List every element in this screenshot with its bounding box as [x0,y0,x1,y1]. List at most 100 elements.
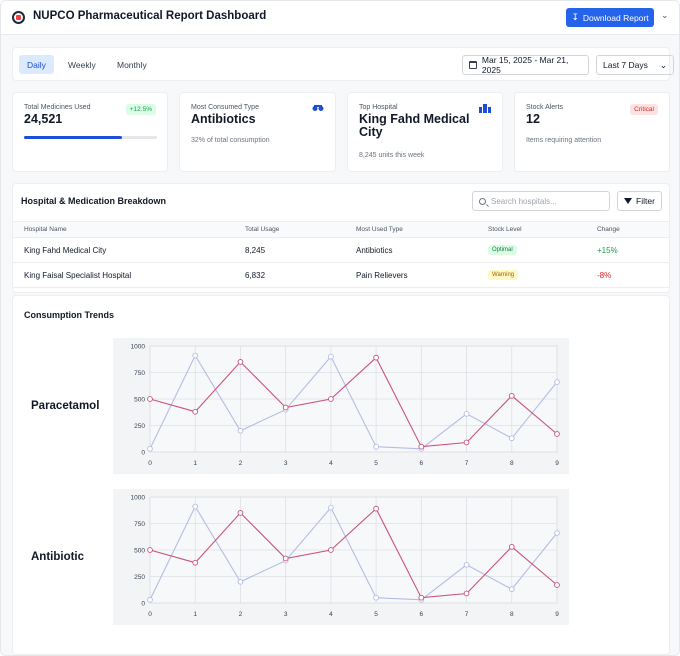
kpi-value: King Fahd Medical City [359,112,470,139]
antibiotic-line-chart: 0 1 2 3 4 5 6 7 8 9 0 250 500 750 1000 [113,489,569,625]
kpi-label: Stock Alerts [526,104,563,111]
search-icon [479,197,486,205]
data-point [237,427,244,434]
data-point [282,555,289,562]
data-point [418,594,425,601]
tab-weekly[interactable]: Weekly [68,59,96,70]
usage-progress-fill [24,136,123,139]
column-header: Hospital Name [24,226,67,233]
table-row[interactable]: King Faisal Specialist Hospital 6,832 Pa… [13,263,669,288]
kpi-subtext: 32% of total consumption [191,137,270,144]
tab-monthly[interactable]: Monthly [117,59,147,70]
y-tick-label: 1000 [131,344,146,351]
y-tick-label: 250 [134,423,145,430]
x-tick-label: 2 [239,460,243,467]
data-point [373,443,379,450]
data-point [237,510,244,516]
y-tick-label: 1000 [131,495,146,502]
x-tick-label: 1 [193,611,197,618]
chevron-down-icon[interactable]: ⌄ [661,10,669,20]
hospital-name: King Fahd Medical City [24,246,107,255]
x-tick-label: 9 [555,611,559,618]
kpi-value: Antibiotics [191,112,256,126]
download-report-button[interactable]: ↧ Download Report [566,8,654,27]
series-line [149,507,558,599]
change-value: +15% [597,246,618,255]
filter-label: Filter [636,196,655,206]
column-header: Change [597,226,620,233]
usage-progress-bar [24,136,157,139]
data-point [192,408,199,415]
hospital-name: King Faisal Specialist Hospital [24,271,132,280]
most-used-type: Antibiotics [356,246,393,255]
data-point [237,578,244,585]
data-point [147,596,153,603]
x-tick-label: 3 [284,611,288,618]
kpi-subtext: Items requiring attention [526,137,602,144]
data-point [373,354,379,361]
kpi-subtext: 8,245 units this week [359,152,425,159]
data-point [554,582,560,588]
x-tick-label: 6 [420,460,424,467]
top-bar: NUPCO Pharmaceutical Report Dashboard ↧ … [1,1,679,35]
data-point [463,410,470,417]
column-header: Stock Level [488,226,522,233]
y-tick-label: 750 [134,521,145,528]
x-tick-label: 9 [555,460,559,467]
date-range-picker[interactable]: Mar 15, 2025 - Mar 21, 2025 [462,55,589,75]
data-point [508,586,515,593]
trends-panel: Consumption Trends Paracetamol Antibioti… [12,295,670,655]
critical-badge: Critical [630,104,658,115]
data-point [554,530,560,536]
data-point [508,435,515,442]
data-point [508,543,515,550]
hospital-icon [479,104,491,113]
most-used-type: Pain Relievers [356,271,408,280]
data-point [328,353,334,360]
column-header: Most Used Type [356,226,403,233]
search-input[interactable]: Search hospitals... [472,191,610,211]
data-point [147,445,153,452]
x-tick-label: 2 [239,611,243,618]
data-point [147,547,153,553]
y-tick-label: 750 [134,370,145,377]
range-select-value: Last 7 Days [603,60,648,70]
x-tick-label: 5 [374,611,378,618]
table-row[interactable]: King Fahd Medical City 8,245 Antibiotics… [13,238,669,263]
table-header: Hospital Name Total Usage Most Used Type… [13,221,669,238]
x-tick-label: 4 [329,611,333,618]
kpi-stock-alerts: Stock Alerts 12 Critical Items requiring… [514,92,670,172]
breakdown-title: Hospital & Medication Breakdown [21,196,167,206]
kpi-most-consumed: Most Consumed Type Antibiotics 32% of to… [179,92,336,172]
series-line [149,356,558,448]
data-point [328,504,334,511]
paracetamol-line-chart: 0 1 2 3 4 5 6 7 8 9 0 250 500 750 1000 [113,338,569,474]
x-tick-label: 1 [193,460,197,467]
range-select[interactable]: Last 7 Days ⌄ [596,55,674,75]
kpi-label: Total Medicines Used [24,104,91,111]
y-tick-label: 0 [141,601,145,608]
stock-level-badge: Warning [488,270,519,280]
change-value: -8% [597,271,612,280]
data-point [147,396,153,402]
kpi-label: Most Consumed Type [191,104,259,111]
data-point [282,404,289,411]
x-tick-label: 8 [510,611,514,618]
filter-button[interactable]: Filter [617,191,662,211]
column-header: Total Usage [245,226,280,233]
filter-icon [624,198,633,204]
kpi-total-medicines: Total Medicines Used 24,521 +12.5% [12,92,168,172]
data-point [554,431,560,437]
trends-title: Consumption Trends [24,310,114,320]
x-tick-label: 4 [329,460,333,467]
x-tick-label: 3 [284,460,288,467]
download-report-label: Download Report [582,12,649,23]
tab-daily[interactable]: Daily [19,55,54,74]
x-tick-label: 5 [374,460,378,467]
x-tick-label: 6 [420,611,424,618]
breakdown-panel: Hospital & Medication Breakdown Search h… [12,183,670,293]
data-point [463,590,470,597]
data-point [508,392,515,399]
pills-icon [312,105,324,111]
